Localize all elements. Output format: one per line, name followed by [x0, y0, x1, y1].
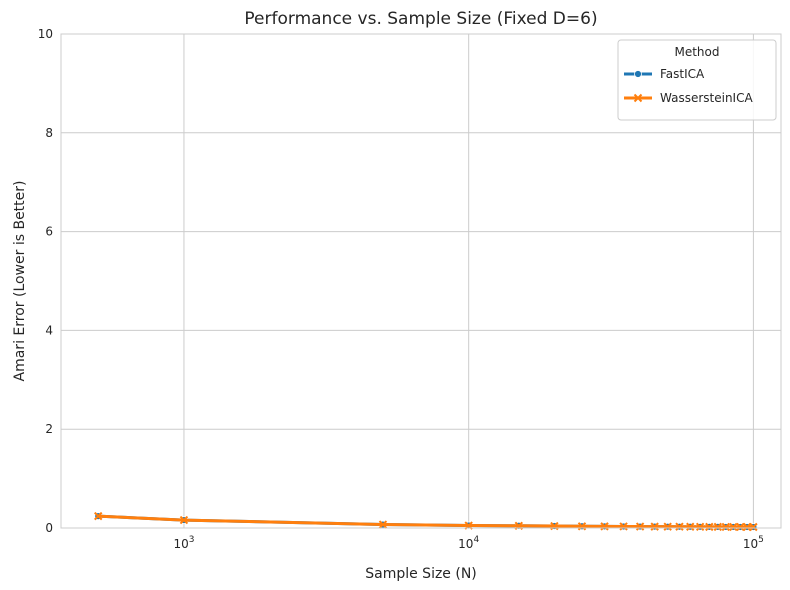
series-layer: [94, 511, 758, 532]
x-tick-label: 103: [173, 535, 194, 551]
legend: Method FastICA WassersteinICA: [617, 39, 777, 121]
data-point-wassersteinica: [94, 511, 103, 521]
data-point-wassersteinica: [675, 522, 684, 531]
legend-label-wassersteinica: WassersteinICA: [660, 91, 753, 105]
plot-frame: [60, 33, 782, 529]
ticks: 0 2 4 6 8 10 103 104 105: [38, 27, 764, 551]
series-wassersteinica: [94, 511, 758, 532]
data-point-wassersteinica: [378, 520, 388, 529]
data-point-wassersteinica: [742, 522, 752, 532]
legend-title: Method: [674, 45, 719, 59]
data-point-wassersteinica: [713, 522, 723, 532]
y-tick-label: 10: [38, 27, 53, 41]
data-point-wassersteinica: [695, 522, 705, 532]
data-point-wassersteinica: [736, 522, 745, 532]
y-tick-label: 6: [45, 225, 53, 239]
data-point-wassersteinica: [179, 515, 189, 525]
data-point-wassersteinica: [721, 522, 731, 532]
data-point-wassersteinica: [619, 522, 628, 531]
y-axis-label: Amari Error (Lower is Better): [12, 181, 28, 382]
data-point-wassersteinica: [705, 522, 714, 532]
y-tick-label: 2: [45, 422, 53, 436]
data-point-wassersteinica: [650, 522, 659, 531]
x-tick-label: 104: [458, 535, 479, 551]
legend-label-fastica: FastICA: [660, 67, 705, 81]
y-tick-label: 4: [45, 323, 53, 337]
data-point-wassersteinica: [686, 522, 695, 531]
data-point-wassersteinica: [749, 522, 758, 532]
data-point-wassersteinica: [635, 522, 645, 531]
data-point-wassersteinica: [600, 522, 609, 531]
legend-marker-fastica: [634, 70, 642, 78]
series-line-wassersteinica: [98, 514, 754, 529]
data-point-wassersteinica: [577, 522, 587, 531]
x-axis-label: Sample Size (N): [365, 566, 477, 582]
data-point-wassersteinica: [729, 522, 738, 532]
chart-title: Performance vs. Sample Size (Fixed D=6): [244, 9, 597, 29]
legend-box: [617, 39, 777, 121]
legend-marker-wassersteinica: [633, 93, 643, 103]
data-point-wassersteinica: [663, 522, 672, 531]
y-tick-label: 0: [45, 521, 53, 535]
y-tick-label: 8: [45, 126, 53, 140]
x-tick-label: 105: [743, 535, 764, 551]
